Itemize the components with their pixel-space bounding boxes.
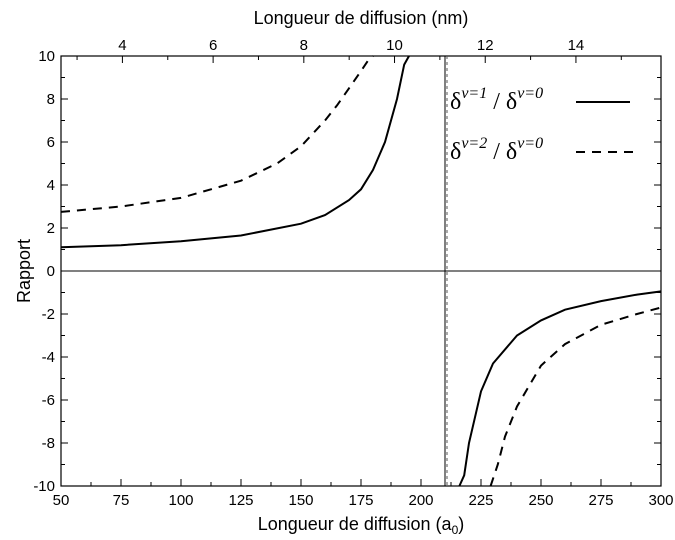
series-2-branch-2: [489, 306, 662, 487]
y-tick-label: 8: [47, 91, 55, 108]
series-2-branch-1: [60, 55, 374, 213]
x-tick-label: 300: [648, 492, 673, 509]
y-tick-label: 4: [47, 177, 55, 194]
x-tick-label: 175: [348, 492, 373, 509]
y-tick-label: 10: [38, 48, 55, 65]
legend-label-2: δv=2 / δv=0: [450, 135, 543, 165]
x-tick-label: 200: [408, 492, 433, 509]
x-tick-label: 75: [113, 492, 130, 509]
x-axis-title: Longueur de diffusion (a0): [258, 514, 465, 537]
x-tick-label: 225: [468, 492, 493, 509]
y-tick-label: 6: [47, 134, 55, 151]
legend-entry-1: δv=1 / δv=0: [450, 85, 630, 115]
x-tick-label: 125: [228, 492, 253, 509]
y-tick-label: -10: [33, 478, 55, 495]
x2-axis-title: Longueur de diffusion (nm): [254, 8, 469, 28]
y-tick-label: -8: [42, 435, 55, 452]
x-tick-label: 100: [168, 492, 193, 509]
y-tick-label: -6: [42, 392, 55, 409]
x2-tick-label: 10: [386, 37, 403, 54]
y-axis-title: Rapport: [14, 239, 34, 303]
x2-tick-label: 4: [118, 37, 126, 54]
legend-label-1: δv=1 / δv=0: [450, 85, 543, 115]
legend-entry-2: δv=2 / δv=0: [450, 135, 636, 165]
x-tick-label: 250: [528, 492, 553, 509]
x2-tick-label: 8: [300, 37, 308, 54]
y-tick-label: -2: [42, 306, 55, 323]
legend: δv=1 / δv=0 δv=2 / δv=0: [450, 85, 636, 165]
x2-tick-label: 12: [477, 37, 494, 54]
series-1-branch-1: [60, 55, 410, 249]
series-1-branch-2: [458, 290, 662, 487]
y-tick-label: 0: [47, 263, 55, 280]
x2-tick-label: 6: [209, 37, 217, 54]
y-tick-label: -4: [42, 349, 55, 366]
x-tick-label: 150: [288, 492, 313, 509]
x-tick-label: 275: [588, 492, 613, 509]
x-tick-label: 50: [53, 492, 70, 509]
x2-tick-label: 14: [568, 37, 585, 54]
y-tick-label: 2: [47, 220, 55, 237]
